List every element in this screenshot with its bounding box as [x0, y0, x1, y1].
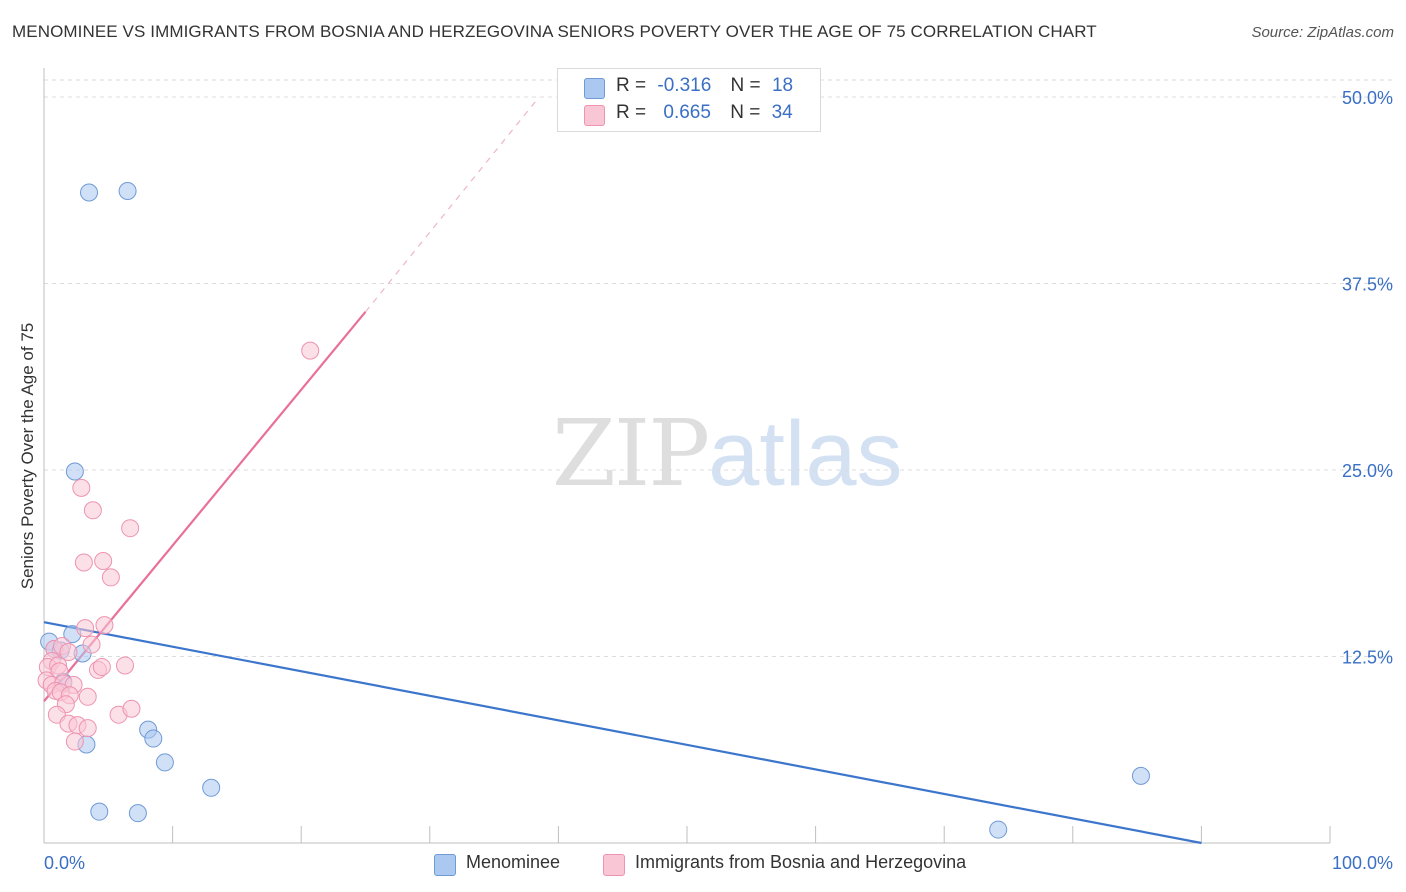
bosnia-point: [76, 619, 95, 638]
trend-layer: [43, 96, 1202, 845]
y-tick-label: 37.5%: [1342, 275, 1393, 295]
legend-swatch-bosnia: [584, 105, 605, 126]
bosnia-trend-line: [43, 311, 367, 702]
menominee-point: [65, 462, 84, 481]
x-tick-label: 0.0%: [44, 853, 85, 873]
y-tick-label: 12.5%: [1342, 648, 1393, 668]
legend-n-label: N =: [730, 75, 761, 96]
label-layer: 12.5% 25.0% 37.5% 50.0% 0.0% 100.0%: [44, 88, 1393, 873]
bottom-legend-swatch-bosnia: [603, 854, 625, 876]
legend-r-value: 0.665: [663, 102, 711, 123]
legend-swatch-menominee: [584, 78, 605, 99]
y-tick-label: 50.0%: [1342, 88, 1393, 108]
legend-text-bosnia: R = 0.665 N = 34: [616, 102, 793, 124]
bottom-legend-swatch-menominee: [434, 854, 456, 876]
bosnia-point: [94, 552, 113, 571]
bosnia-trend-extension: [365, 96, 540, 313]
menominee-trend-line: [43, 621, 1202, 845]
menominee-point: [202, 778, 221, 797]
x-tick-label: 100.0%: [1332, 853, 1393, 873]
legend-n-label: N =: [730, 102, 761, 123]
menominee-point: [155, 753, 174, 772]
menominee-point: [90, 802, 109, 821]
legend-r-label: R =: [616, 75, 647, 96]
y-tick-label: 25.0%: [1342, 461, 1393, 481]
bosnia-point: [101, 568, 120, 587]
correlation-legend: R = -0.316 N = 18 R = 0.665 N = 34: [557, 68, 821, 132]
bosnia-point: [83, 501, 102, 520]
bosnia-point: [65, 732, 84, 751]
bosnia-point: [301, 341, 320, 360]
menominee-point: [1131, 766, 1150, 785]
menominee-point: [80, 183, 99, 202]
grid-layer: [44, 79, 1393, 657]
bosnia-point: [95, 616, 114, 635]
chart-title: MENOMINEE VS IMMIGRANTS FROM BOSNIA AND …: [12, 22, 1097, 41]
axis-layer: [43, 68, 1331, 844]
bosnia-point: [74, 553, 93, 572]
bosnia-point: [78, 719, 97, 738]
bottom-legend-label-menominee: Menominee: [466, 852, 561, 872]
source-label: Source: ZipAtlas.com: [1251, 24, 1394, 41]
menominee-point: [989, 820, 1008, 839]
legend-r-label: R =: [616, 102, 647, 123]
legend-n-value: 34: [771, 102, 793, 123]
bottom-legend-label-bosnia: Immigrants from Bosnia and Herzegovina: [635, 852, 967, 872]
bosnia-point: [122, 699, 141, 718]
bosnia-point: [92, 657, 111, 676]
points-layer: [37, 181, 1150, 839]
bosnia-point: [72, 478, 91, 497]
legend-n-value: 18: [771, 75, 794, 96]
bosnia-point: [82, 635, 101, 654]
bosnia-point: [116, 656, 135, 675]
legend-r-value: -0.316: [657, 75, 712, 96]
menominee-point: [128, 804, 147, 823]
menominee-point: [144, 729, 163, 748]
bosnia-point: [121, 519, 140, 538]
legend-text-menominee: R = -0.316 N = 18: [616, 75, 793, 97]
bosnia-point: [59, 643, 78, 662]
bosnia-point: [78, 687, 97, 706]
menominee-point: [118, 181, 137, 200]
